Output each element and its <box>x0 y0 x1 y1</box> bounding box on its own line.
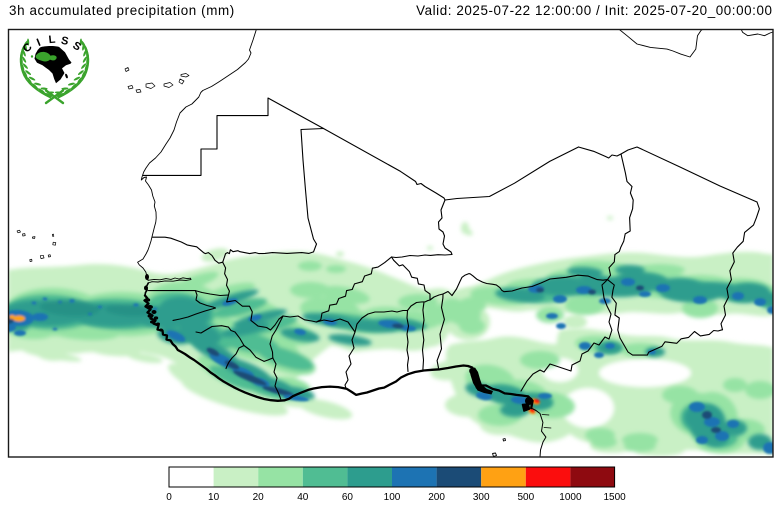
svg-text:S: S <box>70 40 82 54</box>
svg-text:300: 300 <box>473 492 490 503</box>
svg-text:S: S <box>60 35 70 48</box>
svg-text:1000: 1000 <box>559 492 582 503</box>
svg-text:10: 10 <box>208 492 220 503</box>
svg-text:500: 500 <box>517 492 534 503</box>
svg-text:40: 40 <box>297 492 309 503</box>
svg-text:3h accumulated precipitation (: 3h accumulated precipitation (mm) <box>9 3 235 18</box>
svg-text:L: L <box>48 34 56 47</box>
svg-text:Valid: 2025-07-22 12:00:00 / I: Valid: 2025-07-22 12:00:00 / Init: 2025-… <box>416 3 772 18</box>
svg-text:200: 200 <box>428 492 445 503</box>
svg-text:20: 20 <box>253 492 265 503</box>
svg-text:60: 60 <box>342 492 354 503</box>
svg-text:0: 0 <box>166 492 172 503</box>
svg-text:I: I <box>35 37 42 49</box>
svg-text:1500: 1500 <box>603 492 626 503</box>
svg-text:100: 100 <box>384 492 401 503</box>
